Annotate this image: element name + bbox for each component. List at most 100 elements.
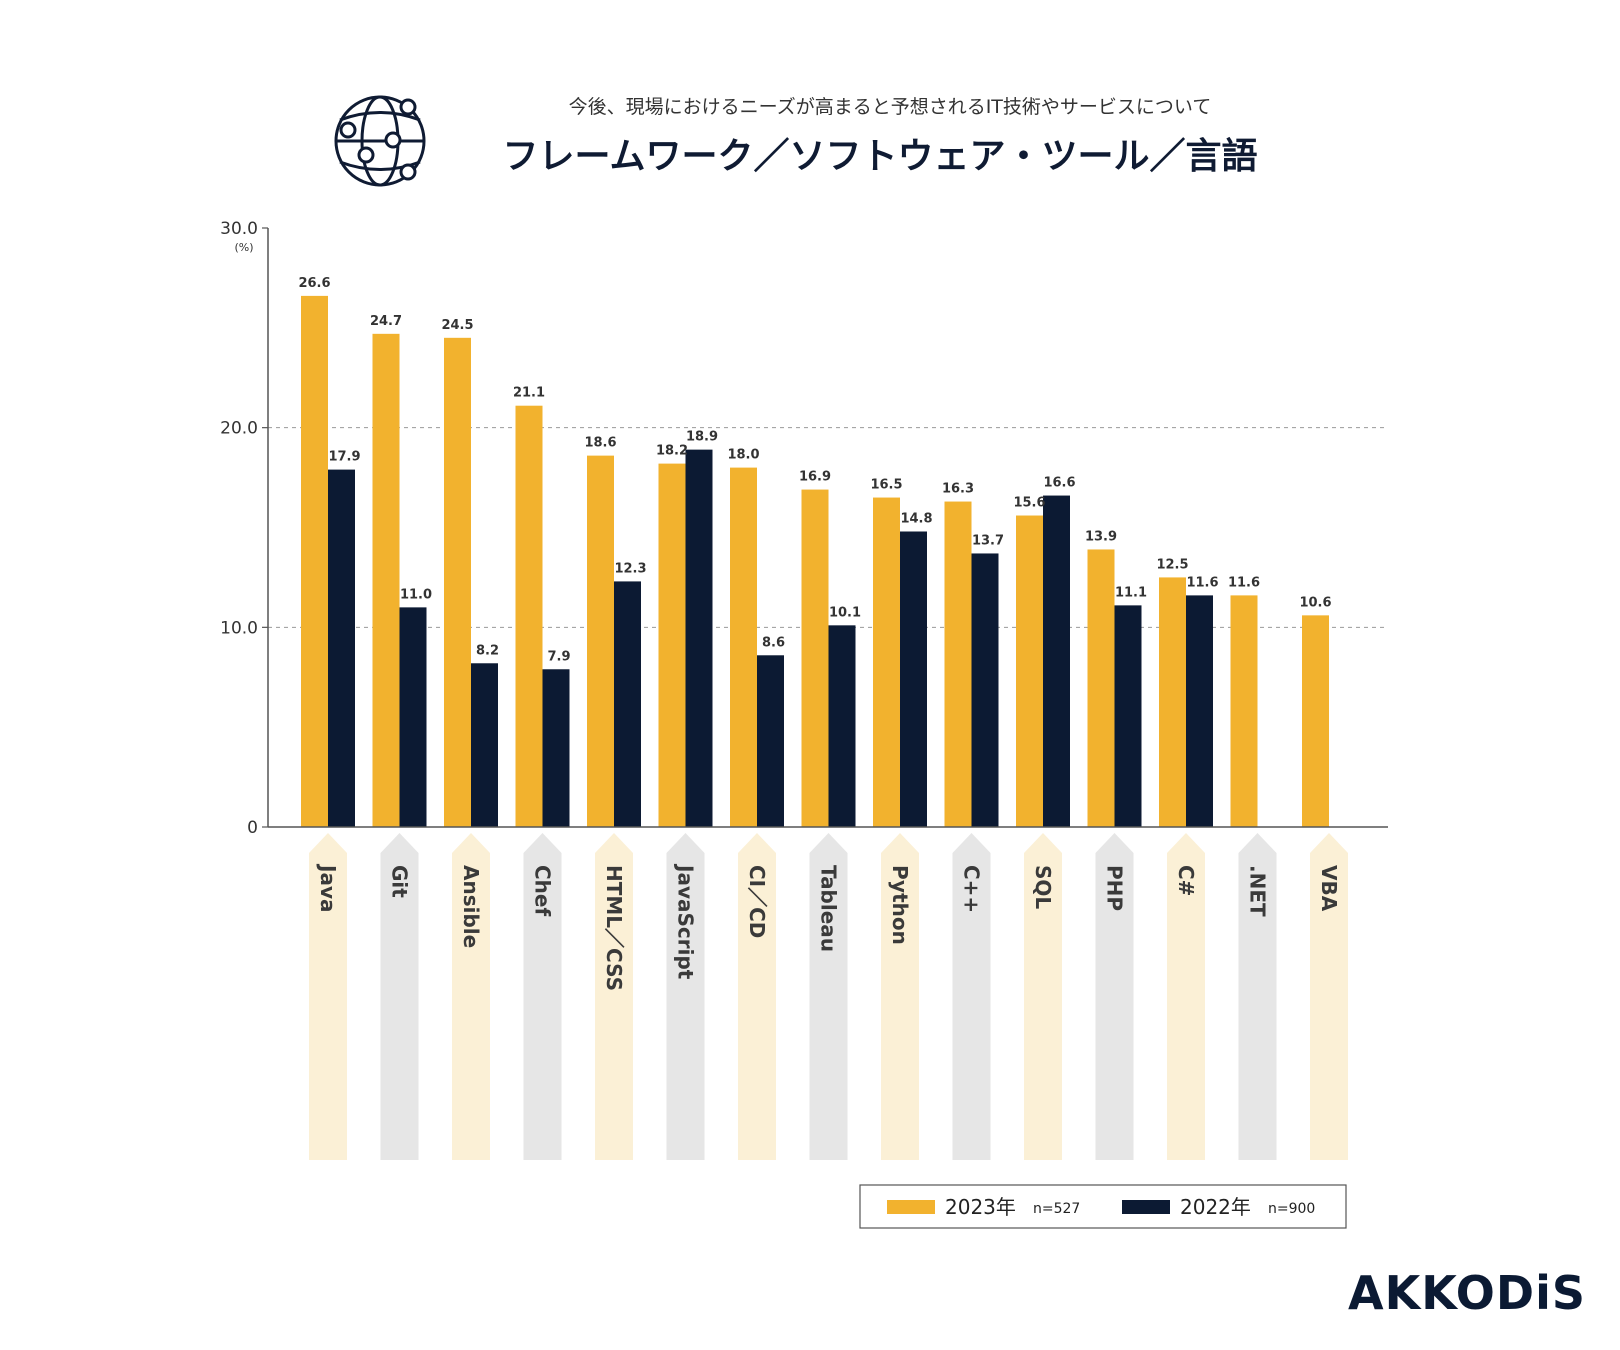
category-label: .NET bbox=[1246, 865, 1270, 917]
value-label-2022: 10.1 bbox=[829, 605, 861, 620]
category-label: Chef bbox=[531, 865, 555, 916]
value-label-2023: 18.6 bbox=[584, 436, 616, 451]
bar-2022 bbox=[471, 663, 498, 827]
legend-n-2023: n=527 bbox=[1033, 1201, 1080, 1217]
bar-2023 bbox=[1159, 577, 1186, 827]
category-band bbox=[952, 833, 991, 1160]
value-label-2023: 13.9 bbox=[1085, 529, 1117, 544]
y-unit-label: (%) bbox=[234, 241, 253, 254]
category-label: Java bbox=[316, 863, 340, 912]
value-label-2022: 18.9 bbox=[686, 430, 718, 445]
chart-subtitle: 今後、現場におけるニーズが高まると予想されるIT技術やサービスについて bbox=[569, 96, 1212, 118]
y-tick-label: 20.0 bbox=[220, 419, 258, 439]
value-label-2023: 16.9 bbox=[799, 470, 831, 485]
value-label-2023: 16.3 bbox=[942, 482, 974, 497]
bar-2022 bbox=[614, 581, 641, 827]
category-label: PHP bbox=[1103, 865, 1127, 911]
bar-2023 bbox=[444, 337, 471, 827]
category-band bbox=[809, 833, 848, 1160]
category-label: Ansible bbox=[459, 865, 483, 948]
category-label: C++ bbox=[960, 865, 984, 913]
value-label-2022: 8.2 bbox=[476, 643, 499, 658]
category-label: CI／CD bbox=[745, 865, 769, 938]
category-label: C# bbox=[1174, 865, 1198, 896]
legend-swatch-2022 bbox=[1122, 1200, 1170, 1214]
value-label-2022: 16.6 bbox=[1043, 476, 1075, 491]
bar-2023 bbox=[873, 497, 900, 827]
category-band bbox=[380, 833, 419, 1160]
category-band bbox=[738, 833, 776, 1160]
category-bands: Java Git Ansible Chef HTML／CSS JavaScript CI／C… bbox=[309, 833, 1348, 1160]
bar-2023 bbox=[515, 405, 543, 827]
logo-text: AKKODiS bbox=[1348, 1266, 1586, 1320]
category-band bbox=[452, 833, 490, 1160]
category-band bbox=[1167, 833, 1205, 1160]
category-band bbox=[1024, 833, 1062, 1160]
category-band bbox=[881, 833, 919, 1160]
akkodis-logo: AKKODiS bbox=[1348, 1266, 1586, 1320]
legend-frame bbox=[859, 1184, 1347, 1229]
chart-title: フレームワーク／ソフトウェア・ツール／言語 bbox=[503, 136, 1258, 177]
value-label-2023: 16.5 bbox=[870, 478, 902, 493]
bar-2022 bbox=[900, 531, 927, 827]
value-label-2023: 24.5 bbox=[441, 318, 473, 333]
category-band bbox=[595, 833, 633, 1160]
value-label-2022: 13.7 bbox=[972, 533, 1004, 548]
value-label-2022: 8.6 bbox=[762, 635, 785, 650]
bar-2023 bbox=[944, 501, 972, 827]
legend-n-2022: n=900 bbox=[1268, 1201, 1315, 1217]
bar-2023 bbox=[801, 489, 829, 827]
y-tick-label: 10.0 bbox=[220, 618, 258, 638]
value-label-2023: 21.1 bbox=[513, 386, 545, 401]
category-band bbox=[666, 833, 705, 1160]
value-label-2022: 14.8 bbox=[900, 511, 932, 526]
bar-2023 bbox=[658, 463, 686, 827]
legend: 2023年 n=527 2022年 n=900 bbox=[859, 1184, 1347, 1229]
category-label: Git bbox=[388, 865, 412, 898]
bar-2022 bbox=[685, 449, 713, 827]
category-band bbox=[309, 833, 347, 1160]
globe-icon bbox=[334, 95, 426, 187]
value-label-2022: 12.3 bbox=[614, 561, 646, 576]
bar-2022 bbox=[542, 669, 570, 827]
category-label: VBA bbox=[1317, 865, 1341, 912]
value-label-2023: 26.6 bbox=[298, 276, 330, 291]
y-tick-label: 30.0 bbox=[220, 219, 258, 239]
value-label-2023: 18.0 bbox=[727, 448, 759, 463]
category-label: SQL bbox=[1031, 865, 1055, 909]
value-label-2023: 24.7 bbox=[370, 314, 402, 329]
bar-2023 bbox=[730, 467, 757, 827]
category-band bbox=[1310, 833, 1348, 1160]
value-labels: 26.6 17.9 24.7 11.0 24.5 8.2 21.1 7.9 18.6 12.3 18… bbox=[298, 276, 1331, 664]
category-label: Python bbox=[888, 865, 912, 945]
legend-label-2023: 2023年 bbox=[945, 1195, 1016, 1219]
bar-2023 bbox=[587, 455, 614, 827]
bar-2022 bbox=[399, 607, 427, 827]
category-label: HTML／CSS bbox=[602, 865, 626, 991]
bar-2022 bbox=[1186, 595, 1213, 827]
bar-2023 bbox=[301, 295, 328, 827]
value-label-2022: 11.0 bbox=[400, 587, 432, 602]
value-label-2023: 15.6 bbox=[1013, 496, 1045, 511]
bar-2022 bbox=[1114, 605, 1142, 827]
category-band bbox=[523, 833, 562, 1160]
value-label-2022: 17.9 bbox=[328, 450, 360, 465]
bar-2022 bbox=[1043, 495, 1070, 827]
category-label: JavaScript bbox=[674, 863, 698, 980]
value-label-2023: 18.2 bbox=[656, 444, 688, 459]
bar-2023 bbox=[372, 333, 400, 827]
bar-2022 bbox=[328, 469, 355, 827]
y-tick-label: 0 bbox=[247, 818, 258, 838]
bars bbox=[301, 295, 1329, 827]
bar-2022 bbox=[971, 553, 999, 827]
bar-2022 bbox=[757, 655, 784, 827]
legend-label-2022: 2022年 bbox=[1180, 1195, 1251, 1219]
category-band bbox=[1238, 833, 1277, 1160]
bar-2023 bbox=[1302, 615, 1329, 827]
category-band bbox=[1095, 833, 1134, 1160]
value-label-2022: 11.6 bbox=[1186, 575, 1218, 590]
bar-2023 bbox=[1230, 595, 1258, 827]
bar-2022 bbox=[828, 625, 856, 827]
bar-2023 bbox=[1016, 515, 1043, 827]
